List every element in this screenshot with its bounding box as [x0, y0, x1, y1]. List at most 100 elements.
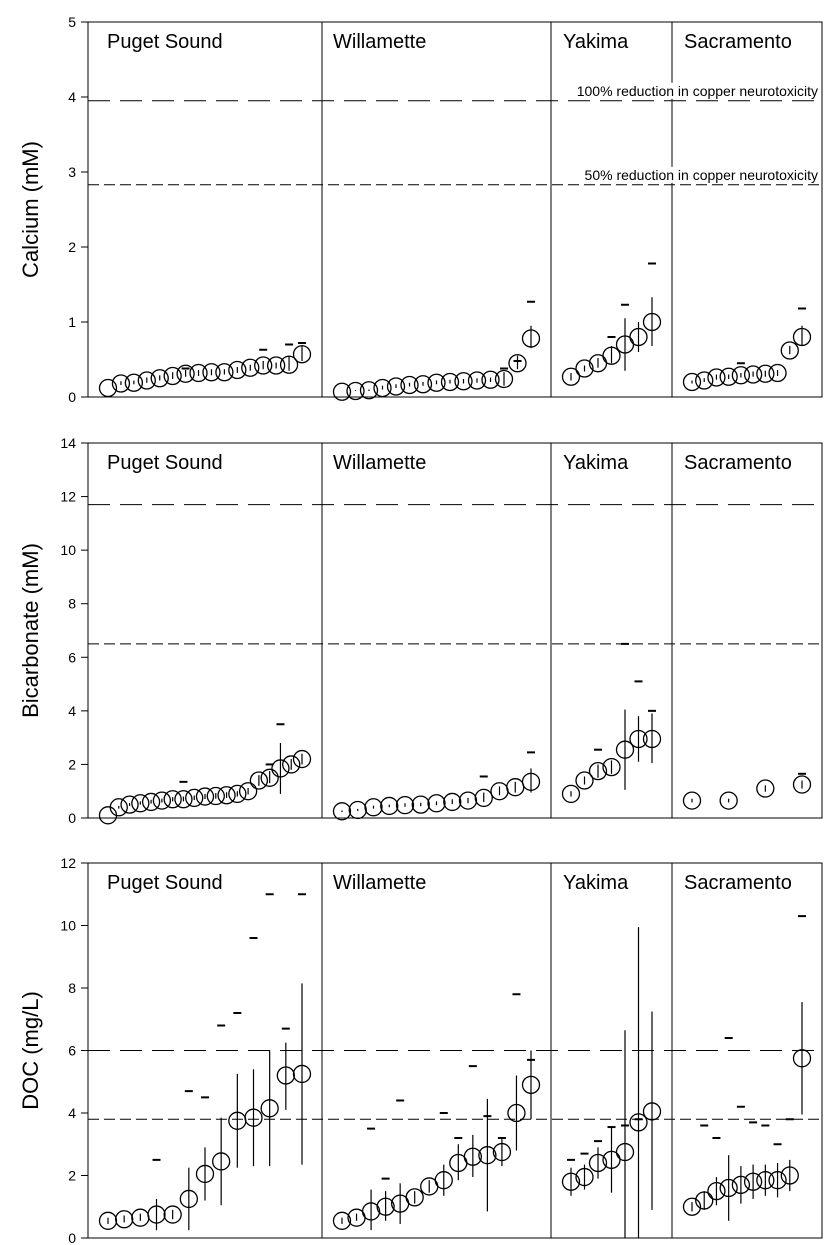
y-tick-label: 4 [68, 703, 76, 719]
data-point [361, 1202, 381, 1221]
data-point [98, 378, 118, 398]
data-point [682, 791, 702, 810]
chart-panel-3: 0 2 4 6 8 10 12 DOC (mg/L) Puget Sound Willamette… [18, 855, 823, 1245]
data-point [176, 364, 195, 383]
data-point [411, 795, 430, 814]
data-point [215, 363, 234, 382]
data-point [373, 378, 392, 398]
data-point [682, 1197, 702, 1216]
data-point [217, 786, 236, 805]
data-point [98, 806, 118, 825]
data-point [629, 327, 648, 347]
data-point [254, 356, 273, 375]
data-point [768, 363, 787, 383]
data-point [434, 1171, 453, 1190]
data-point [602, 346, 621, 365]
y-tick-label: 2 [68, 756, 76, 772]
data-point [615, 740, 635, 759]
data-point [731, 1175, 751, 1195]
data-point [707, 1181, 726, 1201]
data-point [163, 366, 182, 386]
region-label: Puget Sound [107, 31, 223, 53]
data-point [364, 798, 383, 817]
y-tick-label: 3 [68, 164, 76, 180]
data-point [147, 1205, 166, 1224]
region-label: Yakima [563, 872, 629, 894]
data-point [395, 795, 415, 815]
data-point [682, 372, 702, 392]
y-tick-label: 1 [68, 314, 76, 330]
data-point [238, 782, 258, 801]
y-tick-label: 8 [68, 980, 76, 996]
data-point [508, 354, 527, 373]
annotation-background [583, 166, 819, 183]
series-puget-sound [98, 342, 312, 398]
series-puget-sound [98, 893, 312, 1231]
data-point [359, 381, 379, 400]
data-point [481, 370, 500, 389]
data-point [189, 363, 208, 383]
reference-annotation: 50% reduction in copper neurotoxicity [585, 167, 818, 183]
y-axis-label: Calcium (mM) [18, 141, 43, 278]
region-label: Sacramento [684, 452, 792, 474]
data-point [376, 1197, 395, 1216]
data-point [405, 1188, 424, 1207]
series-puget-sound [98, 723, 312, 825]
data-point [478, 1146, 497, 1165]
data-point [174, 790, 193, 809]
data-point [440, 372, 460, 392]
data-point [521, 329, 541, 348]
data-point [292, 749, 312, 769]
data-point [575, 1167, 594, 1187]
region-label: Willamette [333, 872, 426, 894]
y-axis-label: Bicarbonate (mM) [18, 543, 43, 718]
region-label: Puget Sound [107, 452, 223, 474]
data-point [332, 382, 352, 401]
series-yakima [561, 927, 662, 1238]
data-point [115, 1210, 134, 1229]
data-point [120, 795, 139, 814]
data-point [212, 1152, 231, 1171]
data-point [271, 759, 290, 778]
data-point [780, 1166, 799, 1185]
y-tick-label: 0 [68, 1230, 76, 1245]
data-point [561, 1172, 581, 1191]
data-point [150, 369, 169, 388]
data-point [474, 788, 493, 808]
data-point [98, 1211, 118, 1230]
y-tick-label: 10 [60, 918, 76, 934]
data-point [642, 729, 662, 749]
data-point [768, 1171, 787, 1190]
region-label: Willamette [333, 452, 426, 474]
data-point [792, 1049, 812, 1068]
series-willamette [332, 993, 541, 1231]
data-point [642, 312, 662, 332]
data-point [111, 374, 131, 393]
region-label: Puget Sound [107, 872, 223, 894]
data-point [492, 1142, 512, 1162]
data-point [244, 1108, 263, 1127]
series-sacramento [682, 307, 812, 392]
data-point [292, 345, 312, 364]
data-point [279, 355, 299, 374]
data-point [249, 771, 269, 790]
data-point [346, 381, 365, 401]
data-point [443, 792, 462, 812]
region-label: Yakima [563, 31, 629, 53]
region-label: Willamette [333, 31, 426, 53]
data-point [206, 786, 225, 806]
data-point [427, 794, 446, 813]
data-point [780, 341, 799, 360]
data-point [185, 788, 204, 808]
data-point [561, 367, 581, 386]
series-sacramento [682, 772, 812, 810]
data-point [719, 1178, 738, 1198]
plot-frame [87, 21, 823, 398]
data-point [202, 363, 221, 382]
data-point [276, 1066, 295, 1085]
chart-panel-2: 0 2 4 6 8 10 12 14 Bicarbonate (mM) Puget Sound Wi… [18, 435, 823, 826]
data-point [131, 794, 150, 813]
data-point [380, 796, 399, 816]
y-axis-label: DOC (mg/L) [18, 991, 43, 1110]
data-point [629, 729, 648, 749]
